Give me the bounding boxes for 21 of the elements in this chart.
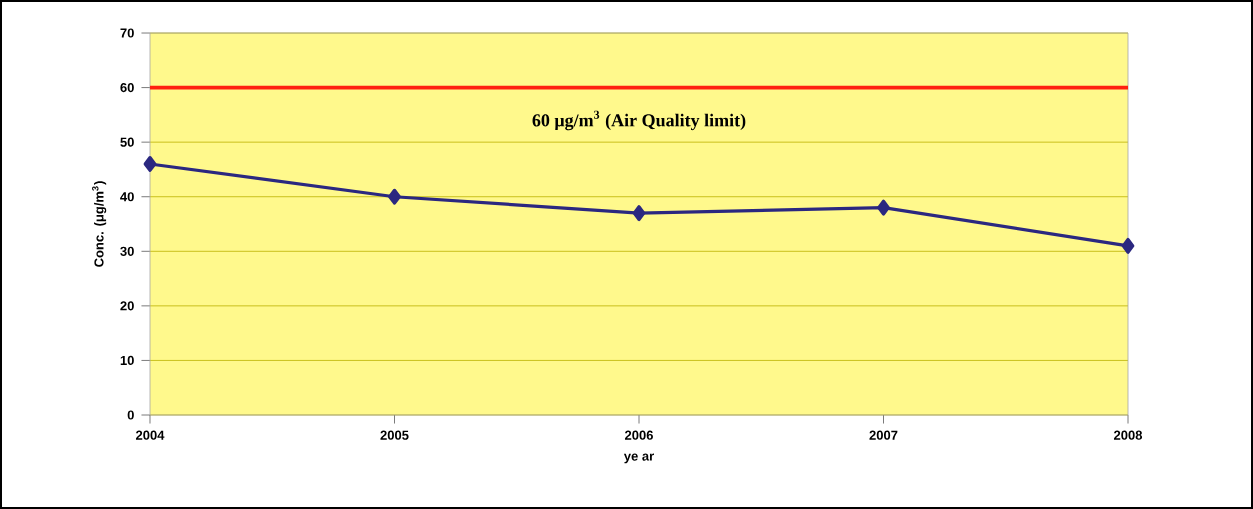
x-axis-title: ye ar — [623, 453, 654, 464]
x-tick-label: 2008 — [1113, 430, 1143, 440]
point — [388, 188, 401, 205]
x-tick-label: 2005 — [380, 430, 409, 440]
x-tick-label: 2006 — [624, 430, 653, 440]
y-tick-label: 40 — [120, 192, 134, 202]
y-tick-label: 20 — [120, 301, 134, 311]
y-tick-label: 70 — [120, 28, 134, 38]
y-tick-label: 10 — [120, 355, 134, 366]
x-tick-label: 2007 — [869, 430, 898, 440]
point — [632, 205, 646, 222]
y-tick-label: 0 — [127, 410, 134, 420]
x-tick-label: 2004 — [135, 430, 165, 440]
point — [1121, 237, 1135, 254]
y-tick-label: 50 — [120, 137, 134, 147]
y-tick-label: 60 — [120, 83, 134, 93]
y-axis-title: Conc. (μg/m$^{3}$) — [92, 181, 107, 267]
point — [877, 199, 890, 216]
point — [143, 155, 157, 172]
y-tick-label: 30 — [120, 246, 134, 256]
ref-line-label: 60 μg/m$^{3}$ (Air Quality limit) — [532, 110, 746, 131]
